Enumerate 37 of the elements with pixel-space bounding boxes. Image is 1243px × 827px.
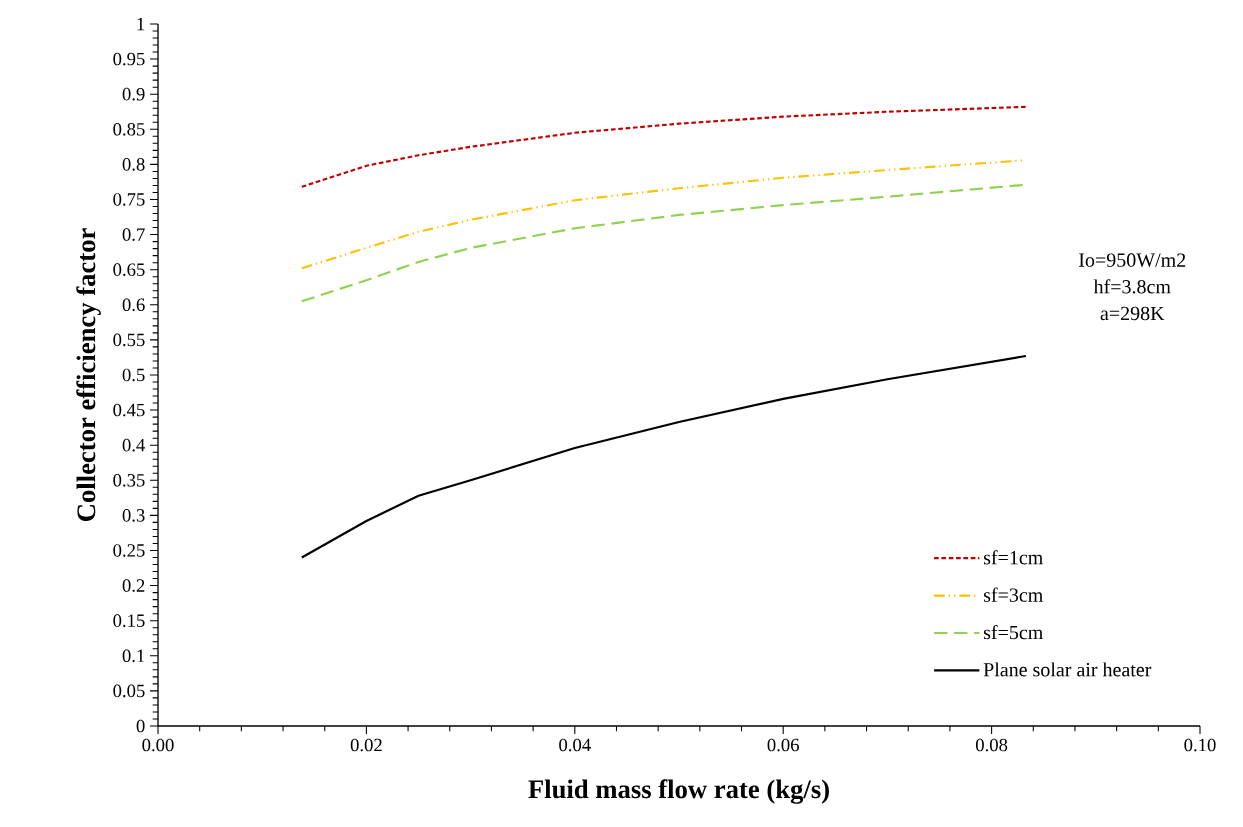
y-tick-label: 0.8: [122, 158, 145, 171]
y-tick-label: 0.3: [122, 509, 145, 522]
y-tick-label: 0.4: [122, 438, 146, 452]
y-tick-label: 0.5: [122, 368, 145, 382]
x-tick-label: 0.08: [975, 738, 1008, 752]
y-tick-label: 0.35: [113, 473, 145, 487]
x-tick-label: 0.02: [350, 738, 382, 752]
x-tick-label: 0.04: [559, 738, 591, 752]
annotation: a=298K: [1100, 306, 1165, 321]
x-tick-label: 0.10: [1184, 738, 1216, 752]
y-tick-label: 0.6: [122, 298, 145, 312]
y-tick-label: 1: [137, 17, 145, 31]
y-tick-label: 0.2: [122, 579, 145, 592]
y-tick-label: 0.9: [122, 87, 145, 101]
y-tick-label: 0: [136, 719, 145, 733]
x-tick-label: 0.00: [142, 738, 174, 752]
y-axis-title: Collector efficiency factor: [76, 228, 101, 522]
annotation: hf=3.8cm: [1093, 279, 1171, 294]
legend-label: Plane solar air heater: [983, 662, 1152, 677]
x-tick-label: 0.06: [767, 738, 799, 752]
y-tick-label: 0.45: [113, 403, 145, 417]
y-tick-label: 0.55: [113, 333, 145, 347]
y-tick-label: 0.85: [113, 122, 145, 136]
legend-label: sf=1cm: [983, 550, 1043, 565]
y-tick-label: 0.1: [122, 649, 145, 663]
y-tick-label: 0.65: [113, 263, 145, 277]
y-tick-label: 0.25: [113, 544, 145, 557]
annotation: Io=950W/m2: [1079, 253, 1186, 267]
y-tick-label: 0.15: [113, 614, 145, 628]
legend-label: sf=5cm: [983, 624, 1043, 640]
y-tick-label: 0.7: [122, 228, 145, 241]
line-series: [300, 105, 1028, 188]
y-tick-label: 0.05: [113, 684, 145, 698]
y-tick-label: 0.95: [113, 52, 145, 66]
y-tick-label: 0.75: [113, 193, 145, 206]
x-axis-title: Fluid mass flow rate (kg/s): [528, 779, 829, 804]
legend-label: sf=3cm: [983, 587, 1043, 602]
